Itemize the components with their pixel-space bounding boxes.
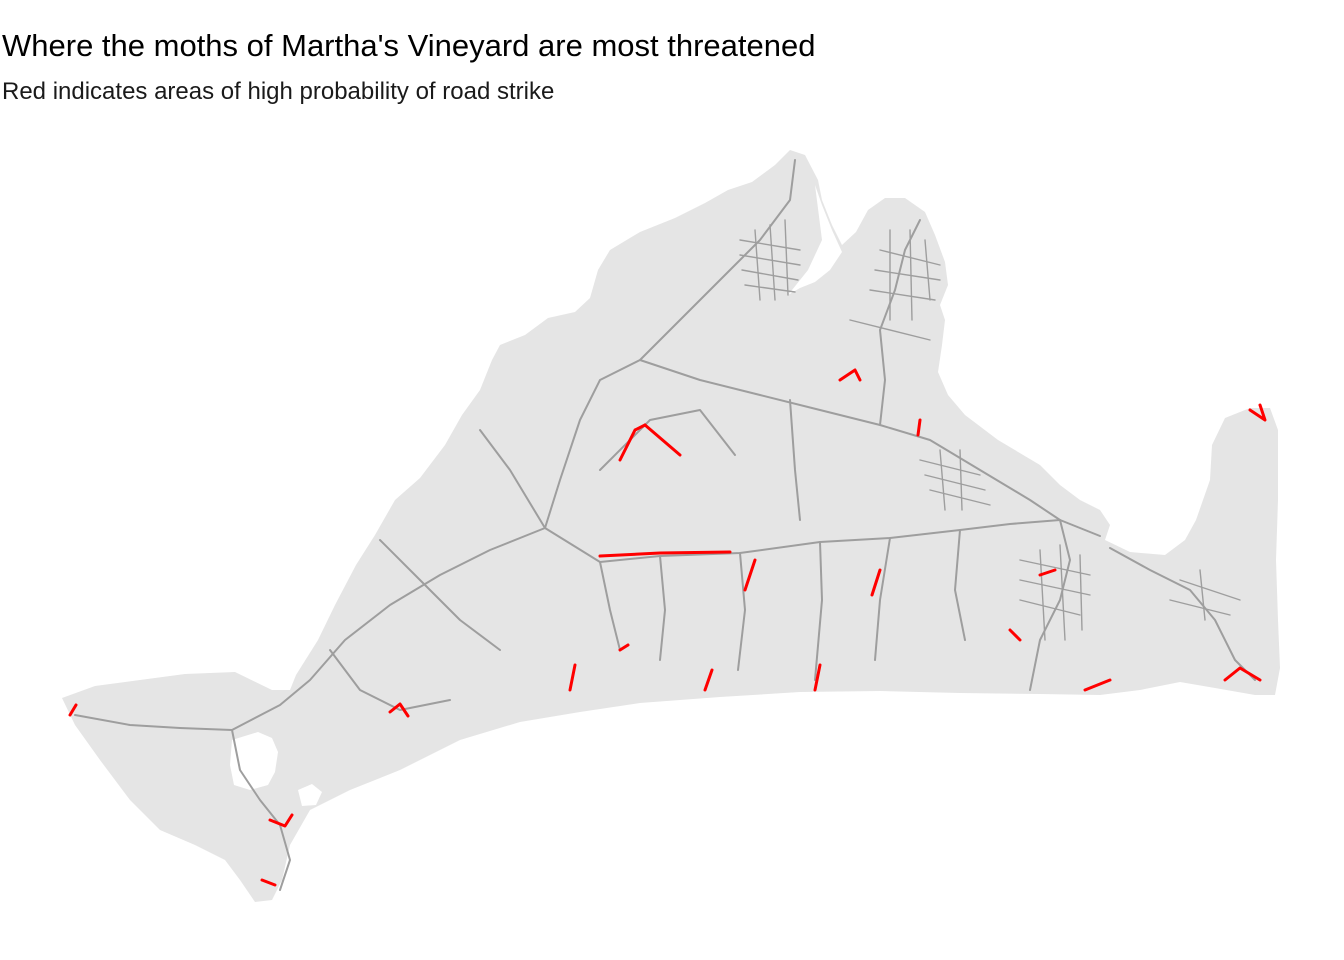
risk-segment-18 [68,703,78,717]
road-west-loop-2 [329,649,451,711]
risk-segment-16 [1038,568,1057,577]
risk-segment-2 [618,423,647,462]
road-oak-bluffs [879,219,921,426]
road-diagonal-2 [789,399,801,521]
island-landmass [62,150,1280,902]
risk-segment-3 [643,423,682,457]
grid-edgartown [1019,544,1091,641]
road-south-4 [814,541,823,681]
road-diagonal-3 [479,429,546,529]
risk-segment-14 [388,702,410,718]
road-south-6 [954,529,966,641]
high-risk-roads [68,368,1267,887]
risk-segment-9 [1083,678,1112,692]
risk-segment-5 [703,668,714,692]
risk-segment-11 [1248,403,1267,422]
risk-segment-7 [568,663,577,692]
grid-central [919,449,991,511]
grid-vineyard-haven [739,219,801,301]
road-chappaquiddick [1109,547,1256,681]
road-edgartown [1029,519,1071,691]
map-subtitle: Red indicates areas of high probability … [2,78,555,105]
road-south-2 [659,555,666,661]
road-west-tisbury [74,527,546,731]
risk-segment-6 [618,643,630,652]
risk-segment-15 [838,368,862,382]
risk-segment-13 [260,878,277,887]
road-west-loop [379,539,501,651]
risk-segment-10 [1223,666,1262,682]
harbor-north [788,185,842,295]
risk-segment-20 [916,418,922,437]
road-network [74,159,1256,891]
road-south-1 [599,561,621,651]
road-diagonal-1 [599,409,736,471]
grid-chappy [1169,569,1241,621]
grid-oak-bluffs [849,229,941,341]
road-vineyard-haven [639,159,796,361]
risk-segment-12 [268,813,294,828]
road-south-5 [874,537,891,661]
risk-segment-17 [1008,628,1022,642]
road-south-3 [737,552,746,671]
map-title: Where the moths of Martha's Vineyard are… [2,28,816,63]
risk-segment-1 [598,550,732,558]
pond-west [230,732,278,790]
road-north-central [544,359,1061,529]
land-layer [62,150,1280,902]
road-aquinnah [231,729,291,891]
risk-segment-19 [870,568,882,597]
road-main-east-west [544,519,1101,563]
town-road-grid [739,219,1241,641]
risk-segment-4 [743,558,757,592]
pond-inlet [298,784,322,806]
risk-segment-8 [813,663,822,692]
